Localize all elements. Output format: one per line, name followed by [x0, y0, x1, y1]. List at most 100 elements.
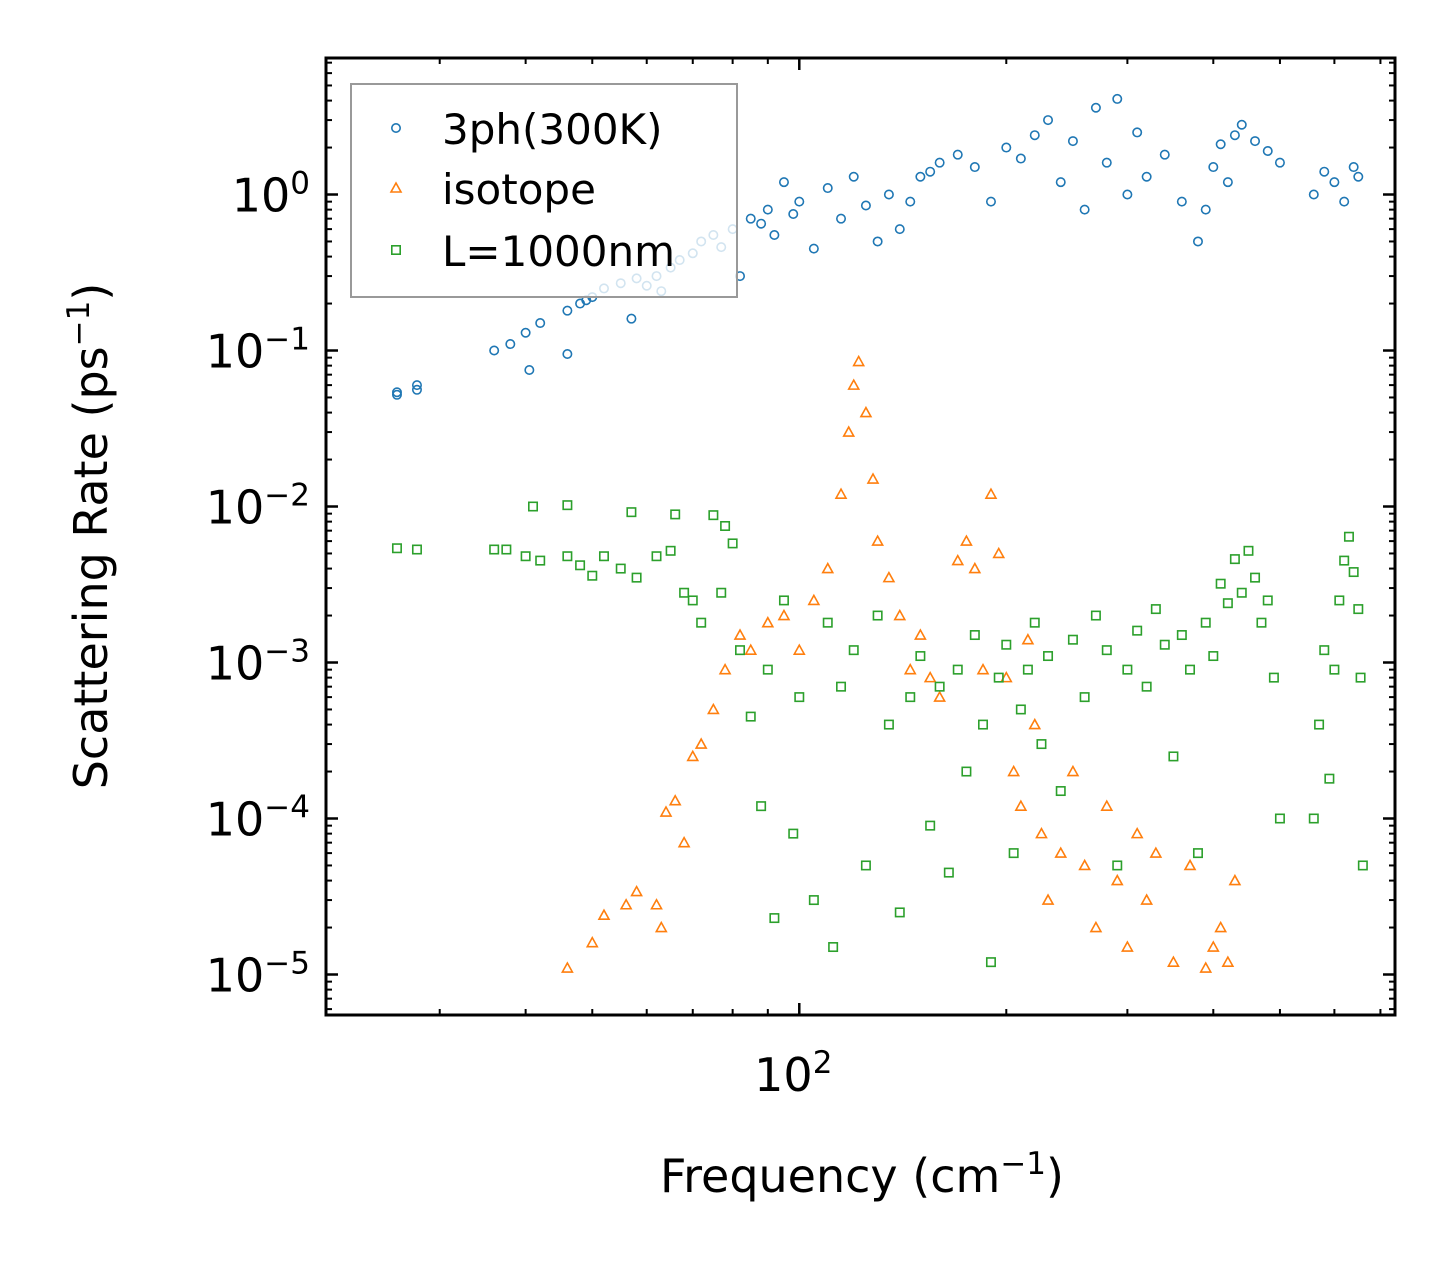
plot-frame: [324, 56, 1397, 1017]
data-point-l-1000nm: [687, 595, 698, 606]
data-point-isotope: [1183, 858, 1197, 871]
data-point-3ph-300k-: [1141, 171, 1152, 182]
data-point-isotope: [807, 593, 821, 606]
data-point-l-1000nm: [1176, 630, 1187, 641]
data-point-l-1000nm: [883, 719, 894, 730]
data-point-3ph-300k-: [952, 149, 963, 160]
data-point-l-1000nm: [1319, 645, 1330, 656]
data-point-3ph-300k-: [1067, 136, 1078, 147]
data-point-l-1000nm: [969, 630, 980, 641]
data-point-isotope: [1221, 955, 1235, 967]
data-point-isotope: [1110, 873, 1124, 886]
data-point-3ph-300k-: [794, 196, 805, 207]
data-point-3ph-300k-: [391, 387, 402, 398]
data-point-l-1000nm: [1159, 639, 1170, 650]
data-point-l-1000nm: [961, 766, 972, 777]
data-point-isotope: [834, 487, 848, 499]
data-point-3ph-300k-: [1215, 139, 1226, 150]
data-point-3ph-300k-: [1122, 189, 1133, 200]
data-point-l-1000nm: [778, 595, 789, 606]
data-point-l-1000nm: [745, 711, 756, 722]
data-point-isotope: [654, 920, 668, 933]
data-point-l-1000nm: [860, 860, 871, 871]
data-point-l-1000nm: [1055, 786, 1066, 797]
data-point-l-1000nm: [1112, 860, 1123, 871]
data-point-3ph-300k-: [411, 380, 422, 391]
data-point-l-1000nm: [894, 907, 905, 918]
data-point-isotope: [923, 670, 937, 683]
data-point-l-1000nm: [978, 719, 989, 730]
data-point-l-1000nm: [1243, 545, 1254, 556]
data-point-3ph-300k-: [1090, 102, 1101, 113]
data-point-l-1000nm: [501, 544, 512, 555]
data-point-l-1000nm: [528, 501, 539, 512]
data-point-l-1000nm: [1001, 639, 1012, 650]
data-point-l-1000nm: [848, 645, 859, 656]
data-point-l-1000nm: [769, 913, 780, 924]
data-point-l-1000nm: [520, 551, 531, 562]
data-point-isotope: [668, 794, 682, 806]
legend-box: [350, 83, 738, 298]
y-tick-label: 10−2: [206, 478, 310, 535]
data-point-l-1000nm: [1355, 672, 1366, 683]
data-point-l-1000nm: [1339, 555, 1350, 566]
data-point-isotope: [871, 534, 884, 546]
data-point-l-1000nm: [1015, 704, 1026, 715]
data-point-3ph-300k-: [562, 305, 573, 316]
data-point-3ph-300k-: [808, 243, 819, 254]
data-point-l-1000nm: [1122, 664, 1133, 675]
data-point-l-1000nm: [1308, 813, 1319, 824]
data-point-l-1000nm: [1262, 595, 1273, 606]
data-point-isotope: [1140, 893, 1154, 905]
legend-label-3ph: 3ph(300K): [442, 105, 662, 154]
data-point-isotope: [859, 405, 873, 418]
data-point-3ph-300k-: [1353, 171, 1364, 182]
y-tick-label: 100: [232, 166, 310, 223]
data-point-3ph-300k-: [1208, 162, 1219, 173]
data-point-l-1000nm: [985, 957, 996, 968]
data-point-l-1000nm: [1268, 672, 1279, 683]
data-point-isotope: [1028, 717, 1042, 730]
data-point-3ph-300k-: [1200, 204, 1211, 215]
data-point-isotope: [1035, 826, 1048, 839]
data-point-l-1000nm: [1101, 645, 1112, 656]
data-point-l-1000nm: [1208, 651, 1219, 662]
data-point-l-1000nm: [1141, 681, 1152, 692]
data-point-3ph-300k-: [1132, 127, 1143, 138]
data-point-isotope: [847, 378, 861, 390]
data-point-l-1000nm: [727, 538, 738, 549]
data-point-isotope: [882, 570, 896, 583]
data-point-3ph-300k-: [1250, 136, 1261, 147]
data-point-isotope: [792, 643, 806, 655]
data-point-l-1000nm: [1348, 567, 1359, 578]
x-axis-title: Frequency (cm−1): [660, 1146, 1064, 1203]
data-point-l-1000nm: [934, 681, 945, 692]
data-point-3ph-300k-: [925, 166, 936, 177]
data-point-isotope: [561, 961, 574, 973]
data-point-3ph-300k-: [1262, 146, 1273, 157]
data-point-3ph-300k-: [915, 171, 926, 182]
data-point-3ph-300k-: [520, 327, 531, 338]
data-point-isotope: [1066, 764, 1080, 777]
data-point-isotope: [866, 472, 880, 484]
data-point-3ph-300k-: [848, 171, 859, 182]
data-point-l-1000nm: [1090, 610, 1101, 621]
data-point-3ph-300k-: [1308, 189, 1319, 200]
data-point-l-1000nm: [1008, 848, 1019, 859]
data-point-3ph-300k-: [1192, 236, 1203, 247]
data-point-isotope: [842, 425, 856, 437]
data-point-l-1000nm: [1043, 651, 1054, 662]
data-point-l-1000nm: [535, 555, 546, 566]
data-point-isotope: [852, 354, 866, 367]
data-point-3ph-300k-: [883, 189, 894, 200]
data-point-3ph-300k-: [756, 218, 767, 229]
data-point-l-1000nm: [1229, 554, 1240, 565]
data-point-3ph-300k-: [894, 224, 905, 235]
data-point-3ph-300k-: [1222, 177, 1233, 188]
data-point-3ph-300k-: [505, 339, 516, 350]
data-point-3ph-300k-: [745, 213, 756, 224]
data-point-isotope: [976, 662, 990, 675]
data-point-3ph-300k-: [1001, 142, 1012, 153]
data-point-3ph-300k-: [1236, 119, 1247, 130]
data-point-3ph-300k-: [1348, 162, 1359, 173]
